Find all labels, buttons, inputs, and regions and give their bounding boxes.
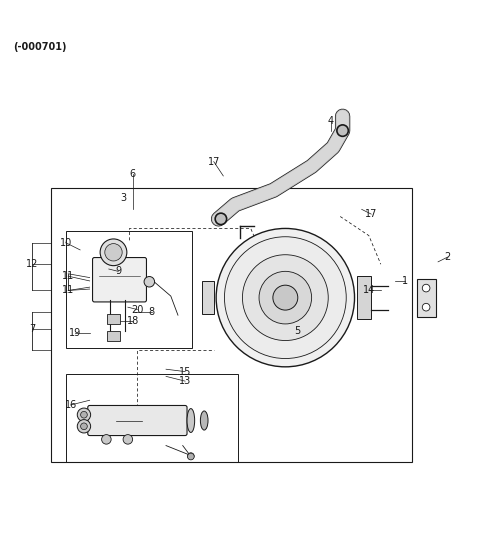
Circle shape — [337, 125, 348, 136]
Ellipse shape — [200, 411, 208, 430]
Circle shape — [422, 303, 430, 311]
Text: 2: 2 — [444, 252, 451, 262]
Text: 18: 18 — [127, 316, 139, 327]
Circle shape — [144, 277, 155, 287]
Text: 6: 6 — [130, 168, 136, 179]
Bar — [66, 374, 238, 462]
Text: 3: 3 — [120, 193, 126, 203]
FancyBboxPatch shape — [93, 258, 146, 302]
Bar — [417, 279, 436, 317]
FancyBboxPatch shape — [88, 406, 187, 436]
Text: 13: 13 — [179, 376, 191, 386]
Circle shape — [259, 271, 312, 324]
FancyBboxPatch shape — [108, 314, 120, 324]
Circle shape — [102, 435, 111, 444]
Text: 1: 1 — [402, 276, 408, 286]
Circle shape — [273, 285, 298, 310]
Circle shape — [81, 412, 87, 418]
Circle shape — [216, 229, 355, 367]
Text: 4: 4 — [328, 116, 334, 126]
Circle shape — [123, 435, 132, 444]
Text: 10: 10 — [60, 238, 72, 248]
Text: 12: 12 — [26, 259, 38, 269]
Circle shape — [215, 213, 227, 225]
Text: 20: 20 — [131, 305, 144, 315]
Text: 14: 14 — [363, 286, 375, 295]
Bar — [202, 281, 214, 314]
Text: 11: 11 — [62, 286, 74, 295]
Circle shape — [225, 237, 346, 358]
Circle shape — [77, 420, 91, 433]
Circle shape — [188, 453, 194, 459]
Text: (-000701): (-000701) — [13, 43, 67, 52]
Bar — [357, 276, 371, 319]
Text: 16: 16 — [64, 400, 77, 410]
Text: 15: 15 — [179, 366, 192, 377]
Circle shape — [100, 239, 127, 266]
Text: 5: 5 — [294, 326, 300, 336]
Ellipse shape — [187, 408, 195, 433]
Text: 17: 17 — [207, 157, 220, 167]
Circle shape — [422, 284, 430, 292]
Circle shape — [105, 244, 122, 261]
Text: 7: 7 — [29, 324, 36, 334]
Text: 9: 9 — [115, 266, 121, 277]
Circle shape — [77, 408, 91, 421]
Circle shape — [188, 453, 194, 460]
FancyBboxPatch shape — [108, 330, 120, 341]
Bar — [51, 188, 412, 462]
Circle shape — [242, 254, 328, 341]
Text: 17: 17 — [365, 209, 377, 219]
Text: 19: 19 — [69, 328, 82, 338]
Text: 11: 11 — [62, 271, 74, 281]
Bar — [66, 231, 192, 348]
Circle shape — [81, 423, 87, 430]
Text: 8: 8 — [149, 307, 155, 317]
